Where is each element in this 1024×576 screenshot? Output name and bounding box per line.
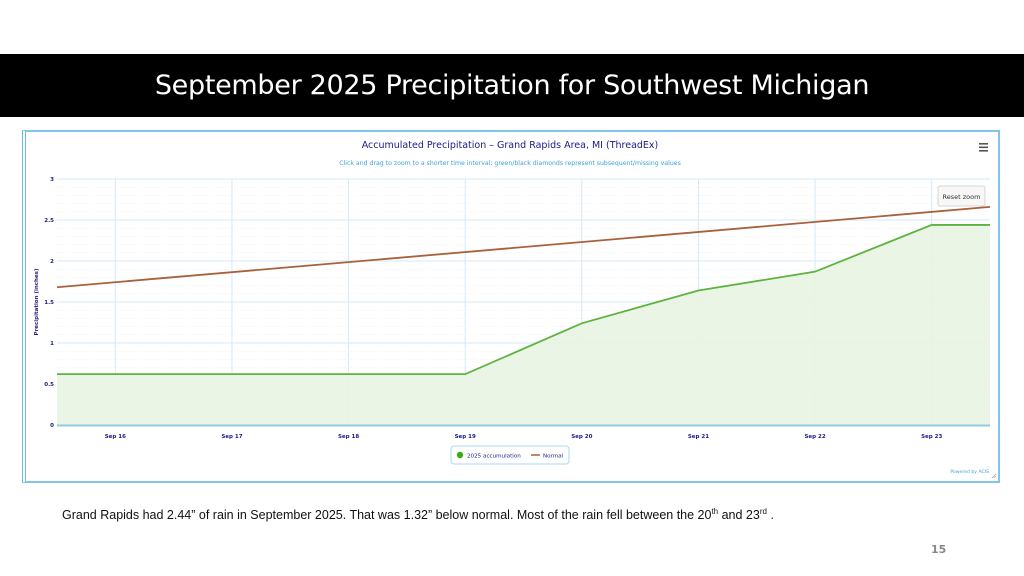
x-axis: Sep 16 Sep 17 Sep 18 Sep 19 Sep 20 Sep 21 Sep …	[105, 434, 943, 440]
caption-text-1: Grand Rapids had 2.44” of rain in Septem…	[62, 508, 712, 523]
legend-label-normal: Normal	[543, 454, 564, 460]
chart-title: Accumulated Precipitation – Grand Rapids…	[362, 140, 659, 151]
x-tick-label: Sep 17	[221, 434, 242, 440]
chart-subtitle: Click and drag to zoom to a shorter time…	[339, 160, 681, 167]
x-tick-label: Sep 23	[921, 434, 942, 440]
page-number: 15	[931, 543, 947, 556]
slide-title-bar: September 2025 Precipitation for Southwe…	[0, 54, 1024, 117]
caption-superscript-2: rd	[759, 507, 767, 516]
reset-zoom-label: Reset zoom	[943, 193, 981, 201]
menu-button[interactable]	[979, 143, 988, 152]
x-tick-label: Sep 18	[338, 434, 359, 440]
legend-label-accumulation: 2025 accumulation	[467, 454, 521, 460]
y-tick-label: 2	[50, 259, 54, 265]
legend-item-normal[interactable]: Normal	[531, 454, 564, 460]
normal-line	[56, 205, 991, 289]
legend: 2025 accumulation Normal	[450, 445, 570, 465]
accumulation-line	[57, 224, 990, 376]
slide-title: September 2025 Precipitation for Southwe…	[154, 70, 870, 101]
credits-link[interactable]: Powered by ACIS	[950, 469, 989, 475]
legend-item-accumulation[interactable]: 2025 accumulation	[456, 451, 521, 460]
y-tick-label: 0.5	[44, 382, 54, 388]
y-tick-label: 2.5	[44, 218, 54, 224]
x-tick-label: Sep 21	[688, 434, 709, 440]
y-tick-label: 3	[50, 177, 54, 183]
slide-caption: Grand Rapids had 2.44” of rain in Septem…	[62, 507, 774, 522]
x-tick-label: Sep 20	[571, 434, 592, 440]
series-area	[56, 205, 991, 427]
x-tick-label: Sep 19	[455, 434, 476, 440]
y-axis-label: Precipitation (inches)	[34, 268, 40, 335]
caption-text-3: .	[766, 508, 774, 523]
caption-superscript-1: th	[711, 507, 719, 516]
resize-handle-icon	[991, 473, 997, 479]
x-tick-label: Sep 22	[804, 434, 825, 440]
reset-zoom-button[interactable]: Reset zoom	[937, 185, 986, 207]
hamburger-icon	[979, 143, 988, 152]
x-tick-label: Sep 16	[105, 434, 126, 440]
y-tick-label: 1	[50, 341, 54, 347]
y-axis: 0 0.5 1 1.5 2 2.5 3	[44, 177, 54, 429]
y-tick-label: 0	[50, 423, 54, 429]
caption-text-2: and 23	[718, 508, 760, 523]
legend-marker-accumulation	[456, 451, 464, 459]
y-tick-label: 1.5	[44, 300, 54, 306]
